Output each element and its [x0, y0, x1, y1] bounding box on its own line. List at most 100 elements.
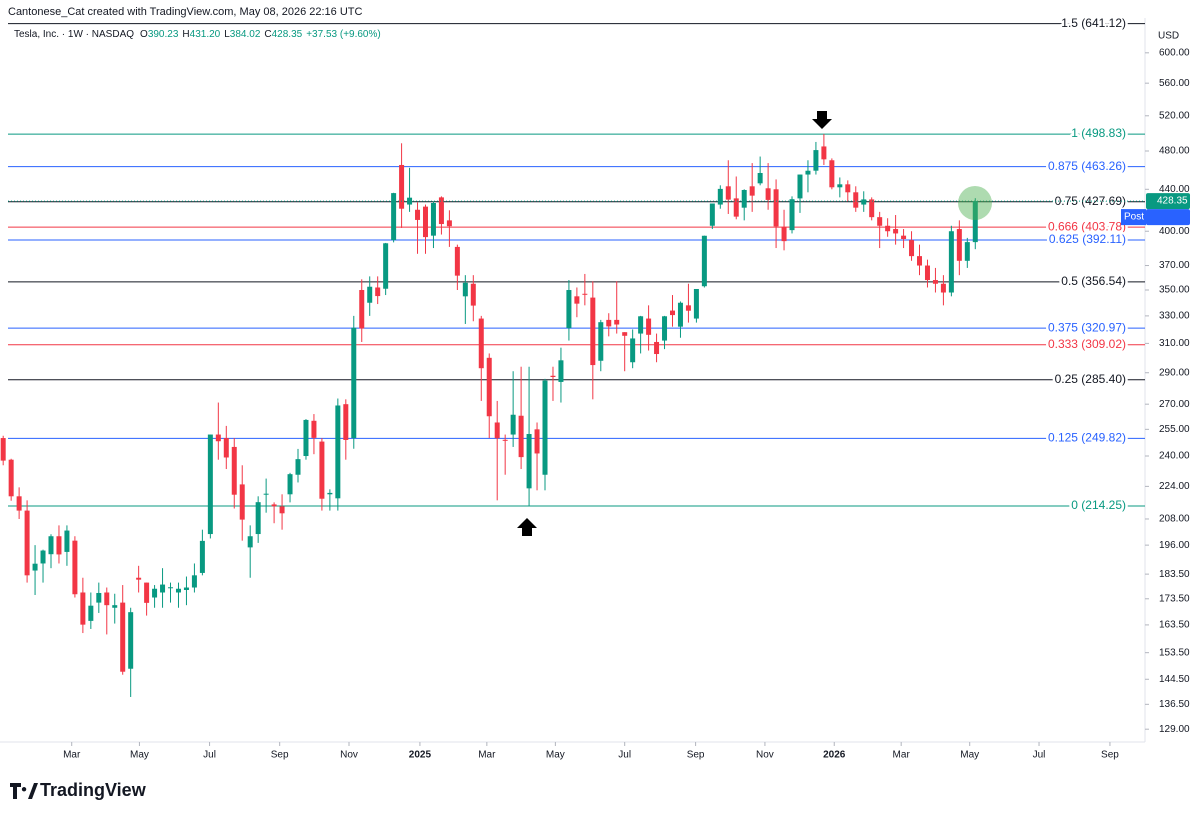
x-tick-label: Jul [203, 750, 216, 761]
candle-body [454, 246, 460, 276]
fib-level-label: 1.5 (641.12) [1061, 16, 1126, 30]
fib-level-label: 0 (214.25) [1071, 498, 1126, 512]
candle-body [494, 422, 500, 439]
candle-body [877, 217, 883, 226]
candle-body [654, 341, 660, 355]
y-tick-label: 600.00 [1159, 47, 1190, 58]
fib-level-label: 0.875 (463.26) [1048, 159, 1126, 173]
legend-key: L [224, 29, 230, 40]
legend-symbol: Tesla, Inc. · 1W · NASDAQ [14, 29, 134, 40]
candle-body [749, 186, 755, 196]
y-tick-label: 560.00 [1159, 78, 1190, 89]
candle-body [311, 420, 317, 438]
candle-body [16, 496, 22, 511]
candle-body [112, 605, 118, 608]
candle-body [821, 146, 827, 160]
y-tick-label: 330.00 [1159, 311, 1190, 322]
candle-body [40, 550, 46, 564]
candle-body [940, 283, 946, 293]
candle-body [438, 197, 444, 225]
candle-body [255, 502, 261, 535]
candle-body [422, 206, 428, 238]
last-price-text: 428.35 [1157, 196, 1188, 207]
candle-body [462, 282, 468, 297]
candle-body [486, 357, 492, 417]
candle-body [239, 484, 245, 520]
candle-body [757, 172, 763, 184]
candle-body [630, 338, 636, 363]
y-tick-label: 370.00 [1159, 260, 1190, 271]
candle-body [885, 225, 891, 232]
arrow-up [517, 518, 537, 536]
candle-body [183, 587, 189, 590]
candle-body [56, 536, 62, 555]
arrow-down [812, 111, 832, 129]
y-tick-label: 440.00 [1159, 184, 1190, 195]
candle-body [24, 510, 30, 576]
candle-body [8, 459, 14, 497]
y-tick-label: 153.50 [1159, 647, 1190, 658]
candle-body [478, 318, 484, 369]
highlight-circle [958, 186, 992, 220]
candle-body [399, 164, 405, 209]
candle-body [837, 184, 843, 188]
candle-body [614, 319, 620, 325]
candle-body [606, 319, 612, 327]
candle-body [948, 231, 954, 293]
candle-body [677, 302, 683, 327]
candle-body [327, 492, 333, 495]
candle-body [367, 286, 373, 303]
fib-level-label: 0.333 (309.02) [1048, 337, 1126, 351]
candle-body [175, 588, 181, 593]
candle-body [518, 415, 524, 458]
candle-body [207, 434, 213, 535]
currency: USD [1158, 31, 1179, 42]
candle-body [797, 174, 803, 199]
candle-body [917, 256, 923, 266]
x-tick-label: Nov [756, 750, 774, 761]
x-tick-label: Mar [478, 750, 496, 761]
candle-body [558, 360, 564, 382]
header: Cantonese_Cat created with TradingView.c… [8, 6, 362, 18]
candle-body [598, 322, 604, 361]
x-tick-label: Mar [893, 750, 911, 761]
candle-body [741, 189, 747, 208]
candle-body [0, 438, 6, 461]
candle-body [263, 493, 269, 495]
candle-body [319, 441, 325, 499]
candle-body [669, 310, 675, 316]
fib-level-label: 0.625 (392.11) [1049, 232, 1126, 246]
candle-body [231, 446, 237, 495]
candle-body [120, 602, 126, 672]
candle-body [924, 265, 930, 281]
candle-body [152, 588, 158, 598]
legend-value: 384.02 [230, 29, 261, 40]
candle-body [646, 318, 652, 335]
fib-level-label: 0.125 (249.82) [1048, 431, 1126, 445]
candle-body [247, 536, 253, 548]
candle-body [104, 592, 110, 606]
brand-logo: TradingView [10, 780, 147, 800]
candle-body [375, 287, 381, 297]
logo-mark [10, 783, 38, 799]
candle-body [972, 201, 978, 243]
candle-body [829, 160, 835, 188]
fib-level-label: 0.5 (356.54) [1061, 274, 1126, 288]
candle-body [964, 242, 970, 261]
last-price-tag [1146, 193, 1190, 210]
candle-body [853, 192, 859, 208]
y-tick-label: 173.50 [1159, 593, 1190, 604]
candle-body [685, 305, 691, 311]
x-tick-label: Sep [1101, 750, 1119, 761]
x-tick-label: Sep [687, 750, 705, 761]
fib-level-label: 0.25 (285.40) [1055, 372, 1126, 386]
candle-body [932, 280, 938, 284]
legend-change: +37.53 (+9.60%) [306, 29, 381, 40]
fib-level-label: 1 (498.83) [1071, 126, 1126, 140]
candle-body [279, 506, 285, 514]
x-tick-label: Jul [1033, 750, 1046, 761]
candle-body [789, 199, 795, 231]
y-tick-label: 255.00 [1159, 424, 1190, 435]
